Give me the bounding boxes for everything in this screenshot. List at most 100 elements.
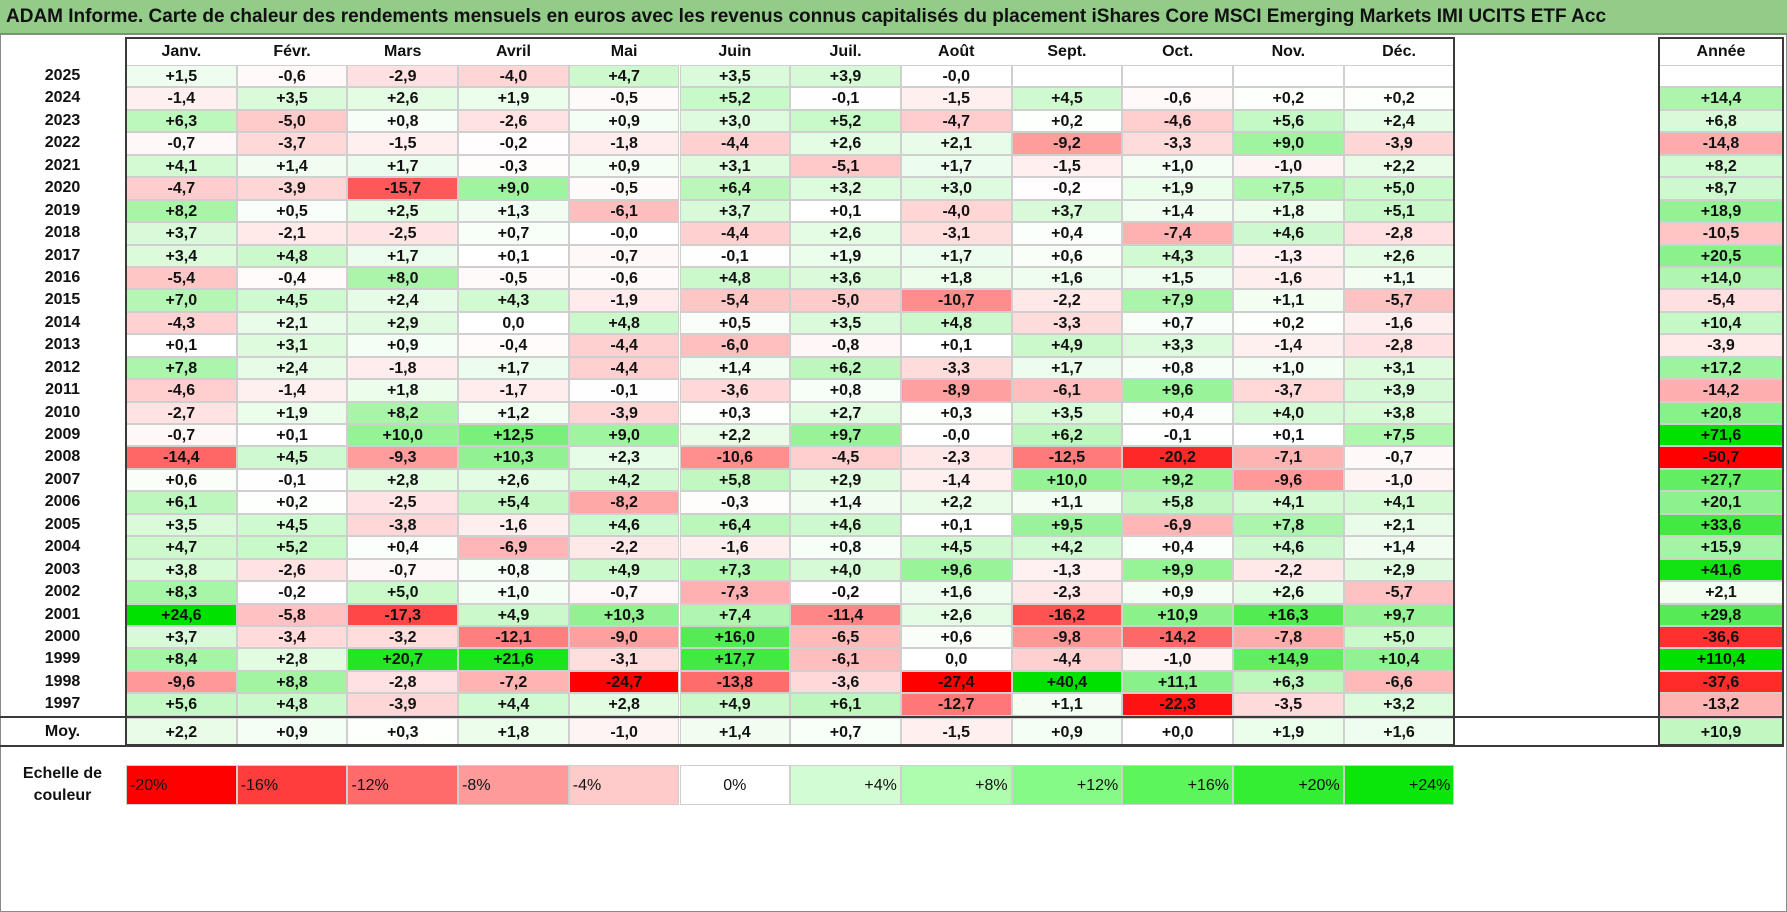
heatmap-cell: -3,3 bbox=[1122, 132, 1233, 155]
row-year-label: 2020 bbox=[44, 179, 81, 197]
heatmap-cell: -16,2 bbox=[1011, 603, 1123, 626]
heatmap-cell: +4,8 bbox=[679, 266, 791, 290]
heatmap-cell: -6,1 bbox=[568, 199, 680, 223]
heatmap-cell: +0,9 bbox=[568, 109, 680, 133]
heatmap-cell: +0,5 bbox=[679, 311, 791, 335]
heatmap-cell: -1,5 bbox=[347, 132, 459, 155]
average-cell: +0,0 bbox=[1122, 717, 1233, 745]
heatmap-cell: -0,5 bbox=[568, 177, 680, 200]
heatmap-cell: +0,2 bbox=[236, 491, 348, 514]
heatmap-cell: +2,6 bbox=[790, 222, 901, 245]
heatmap-cell: +0,4 bbox=[1122, 536, 1233, 559]
color-scale-stop: +4% bbox=[790, 764, 901, 805]
average-cell: +1,9 bbox=[1233, 717, 1344, 745]
heatmap-cell: +10,3 bbox=[568, 603, 680, 626]
row-year-label: 1998 bbox=[44, 672, 81, 690]
heatmap-cell: +1,1 bbox=[1233, 289, 1344, 312]
heatmap-cell: 0,0 bbox=[458, 311, 569, 335]
month-header: Janv. bbox=[161, 43, 202, 60]
heatmap-cell: -6,9 bbox=[458, 536, 569, 559]
month-header: Août bbox=[938, 43, 975, 60]
heatmap-cell: -5,1 bbox=[790, 154, 901, 178]
heatmap-cell: -0,8 bbox=[790, 334, 901, 357]
heatmap-cell: -4,0 bbox=[900, 199, 1012, 223]
heatmap-cell: +2,5 bbox=[347, 199, 459, 223]
heatmap-cell: +11,1 bbox=[1122, 670, 1233, 694]
heatmap-cell: +1,0 bbox=[458, 581, 569, 604]
heatmap-cell: +0,1 bbox=[900, 334, 1012, 357]
heatmap-cell: -3,5 bbox=[1233, 693, 1344, 716]
heatmap-cell: -0,5 bbox=[458, 266, 569, 290]
month-header: Févr. bbox=[273, 43, 311, 60]
annual-cell: +20,1 bbox=[1659, 491, 1783, 514]
month-header: Juin bbox=[718, 43, 752, 60]
heatmap-cell: -0,6 bbox=[236, 65, 348, 88]
heatmap-cell: +0,2 bbox=[1343, 87, 1455, 110]
heatmap-cell: -9,0 bbox=[568, 626, 680, 649]
annual-cell: +6,8 bbox=[1659, 109, 1783, 133]
heatmap-cell: +8,4 bbox=[126, 648, 237, 671]
heatmap-cell: -17,3 bbox=[347, 603, 459, 626]
average-cell: +0,9 bbox=[236, 717, 348, 745]
annual-cell: +14,4 bbox=[1659, 87, 1783, 110]
row-year-label: 2015 bbox=[44, 291, 81, 309]
heatmap-cell: +0,9 bbox=[1122, 581, 1233, 604]
heatmap-cell: +0,2 bbox=[1233, 311, 1344, 335]
heatmap-cell: +2,4 bbox=[347, 289, 459, 312]
heatmap-cell: +10,0 bbox=[347, 424, 459, 447]
heatmap-cell: -2,2 bbox=[1233, 558, 1344, 582]
heatmap-cell: +1,4 bbox=[1343, 536, 1455, 559]
heatmap-cell: +1,9 bbox=[790, 244, 901, 267]
heatmap-cell: +2,9 bbox=[790, 468, 901, 492]
heatmap-cell: -1,0 bbox=[1343, 468, 1455, 492]
heatmap-cell: -6,6 bbox=[1343, 670, 1455, 694]
heatmap-cell: +0,5 bbox=[236, 199, 348, 223]
row-year-label: 2022 bbox=[44, 134, 81, 152]
heatmap-cell: +0,8 bbox=[458, 558, 569, 582]
heatmap-cell: +0,8 bbox=[790, 379, 901, 402]
heatmap-cell: +0,1 bbox=[458, 244, 569, 267]
month-header: Déc. bbox=[1382, 43, 1416, 60]
heatmap-cell: +2,8 bbox=[236, 648, 348, 671]
heatmap-cell: -2,8 bbox=[1343, 334, 1455, 357]
heatmap-cell: -1,6 bbox=[1343, 311, 1455, 335]
heatmap-cell: +0,1 bbox=[236, 424, 348, 447]
row-year-label: 2021 bbox=[44, 156, 81, 174]
heatmap-cell: +4,9 bbox=[1011, 334, 1123, 357]
heatmap-cell: +1,7 bbox=[1011, 356, 1123, 380]
annual-cell: -36,6 bbox=[1659, 626, 1783, 649]
heatmap-cell: -0,4 bbox=[236, 266, 348, 290]
heatmap-cell: +3,5 bbox=[126, 513, 237, 537]
heatmap-cell: +5,8 bbox=[1122, 491, 1233, 514]
heatmap-cell: +1,8 bbox=[347, 379, 459, 402]
heatmap-cell: -0,4 bbox=[458, 334, 569, 357]
heatmap-cell: +6,4 bbox=[679, 177, 791, 200]
heatmap-cell: +3,1 bbox=[679, 154, 791, 178]
heatmap-cell: +7,3 bbox=[679, 558, 791, 582]
heatmap-cell: +8,0 bbox=[347, 266, 459, 290]
heatmap-cell: +3,0 bbox=[900, 177, 1012, 200]
heatmap-cell: +3,6 bbox=[790, 266, 901, 290]
heatmap-cell: +4,3 bbox=[458, 289, 569, 312]
heatmap-cell: -4,5 bbox=[790, 446, 901, 469]
heatmap-cell: +4,6 bbox=[568, 513, 680, 537]
heatmap-cell: +0,7 bbox=[458, 222, 569, 245]
heatmap-cell: +1,1 bbox=[1011, 693, 1123, 716]
heatmap-cell: +1,9 bbox=[1122, 177, 1233, 200]
heatmap-cell: +5,0 bbox=[347, 581, 459, 604]
heatmap-cell: -1,5 bbox=[900, 87, 1012, 110]
heatmap-cell: +1,1 bbox=[1011, 491, 1123, 514]
heatmap-cell: +5,6 bbox=[1233, 109, 1344, 133]
heatmap-cell: -1,6 bbox=[679, 536, 791, 559]
heatmap-cell: -0,7 bbox=[126, 424, 237, 447]
heatmap-cell: +5,0 bbox=[1343, 177, 1455, 200]
row-year-label: 2007 bbox=[44, 470, 81, 488]
heatmap-cell: -9,8 bbox=[1011, 626, 1123, 649]
heatmap-cell: +1,7 bbox=[458, 356, 569, 380]
heatmap-cell: +4,1 bbox=[126, 154, 237, 178]
heatmap-cell: -10,7 bbox=[900, 289, 1012, 312]
heatmap-cell: +3,7 bbox=[126, 626, 237, 649]
month-header: Mai bbox=[610, 43, 638, 60]
heatmap-cell: -2,9 bbox=[347, 65, 459, 88]
heatmap-cell: -1,0 bbox=[1233, 154, 1344, 178]
